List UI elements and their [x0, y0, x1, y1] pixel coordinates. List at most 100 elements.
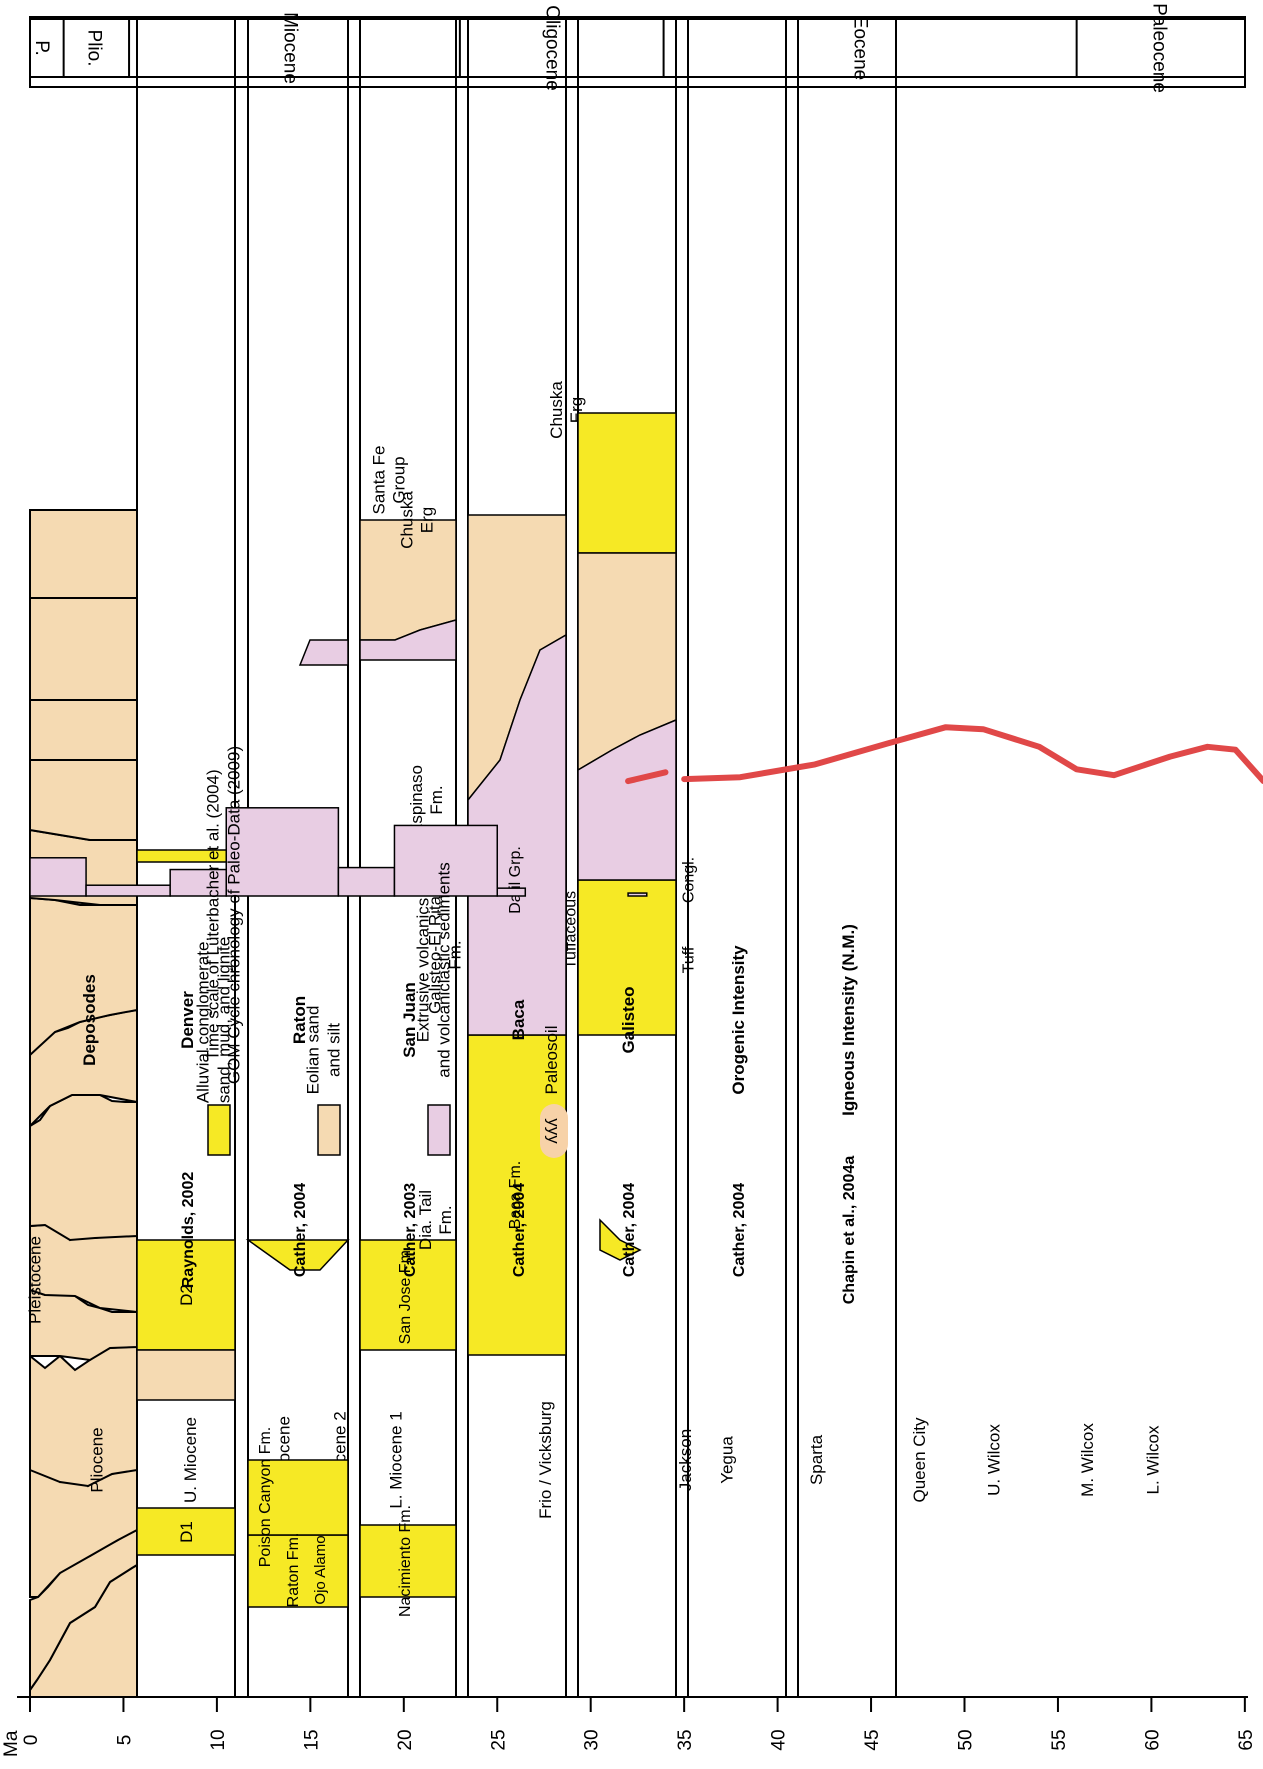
axis-tick-label: 0	[21, 1735, 42, 1746]
legend-alluvial-swatch	[207, 1104, 231, 1156]
baca-fm-unit	[467, 1034, 567, 1356]
legend-eolian-swatch	[317, 1104, 341, 1156]
deposode-label: Yegua	[717, 1436, 736, 1484]
santa-fe-label: Santa Fe Group	[369, 446, 408, 515]
datil-label: Datil Grp.	[507, 846, 524, 914]
diatail-line-0: Dia. Tail	[416, 1190, 435, 1250]
volcanic-tongue	[298, 639, 349, 666]
column-header: Baca	[509, 999, 528, 1040]
baca-chuska-label: Chuska Erg	[397, 491, 436, 549]
column-header: Galisteo	[619, 986, 638, 1053]
deposode-label: Jackson	[676, 1429, 695, 1491]
espinaso-line-1: Fm.	[427, 785, 446, 814]
igneous-bar	[393, 824, 498, 897]
legend-volcanic-text-line-0: Extrusive volcanics	[414, 898, 433, 1043]
column-sources: Raynolds, 2002 Cather, 2004 Cather, 2003 Ca…	[180, 1156, 858, 1305]
axis-tick-label: 60	[1142, 1729, 1163, 1750]
column-source: Cather, 2004	[511, 1183, 528, 1277]
column-header: Denver	[178, 991, 197, 1049]
sj-chuska-line-0: Chuska	[547, 381, 566, 439]
legend-eolian-text-line-1: and silt	[325, 1023, 344, 1077]
axis-tick-label: 30	[582, 1729, 603, 1750]
axis-tick-label: 15	[301, 1729, 322, 1750]
igneous-bar	[29, 857, 87, 897]
orogenic-curve	[625, 724, 1263, 785]
axis-tick-label: 20	[395, 1729, 416, 1750]
column-source: Cather, 2003	[402, 1183, 419, 1277]
column-source: Chapin et al., 2004a	[841, 1156, 858, 1305]
orogenic-curve-line	[681, 724, 1263, 785]
axis-tick-label: 45	[862, 1729, 883, 1750]
sanjuan-column: Nacimiento Fm. San Jose Fm. Chuska Erg	[359, 381, 586, 1617]
column-header: Raton	[290, 996, 309, 1044]
datil-unit	[467, 633, 567, 1036]
axis-tick-label: 40	[769, 1729, 790, 1750]
ojo-alamo-label: Ojo Alamo	[312, 1535, 329, 1604]
axis-tick-label: 5	[114, 1735, 135, 1746]
deposodes-cycles	[29, 509, 138, 1698]
orogenic-curve-segment	[625, 769, 669, 785]
deposodes-header: Deposodes	[80, 974, 99, 1066]
san-jose-unit	[359, 1239, 457, 1351]
column-header: Orogenic Intensity	[729, 945, 748, 1095]
paleosoil-unit	[136, 1349, 236, 1401]
legend: Alluvial conglomerate, sand, mud, and lig…	[194, 746, 568, 1158]
poison-canyon-label: Poison Canyon Fm.	[257, 1427, 274, 1568]
poison-canyon-unit	[247, 1459, 349, 1536]
axis-tick-label: 10	[208, 1729, 229, 1750]
epoch-band	[29, 16, 1246, 88]
deposode-label: M. Wilcox	[1078, 1423, 1097, 1497]
santa-fe-unit	[577, 412, 677, 554]
bc-chuska-line-0: Chuska	[397, 491, 416, 549]
diatail-label: Dia. Tail Fm.	[416, 1190, 455, 1250]
axis-tick-label: 25	[488, 1729, 509, 1750]
volcanic-unit	[359, 619, 457, 661]
epoch-labels: P. Plio. Miocene Oligocene Eocene Paleocene	[31, 3, 1170, 93]
diatail-line-1: Fm.	[436, 1205, 455, 1234]
axis-label: Ma	[1, 1730, 22, 1757]
deposode-label: Frio / Vicksburg	[536, 1401, 555, 1519]
column-source: Cather, 2004	[731, 1183, 748, 1277]
axis-tick-label: 35	[675, 1729, 696, 1750]
axis-tick-label: 50	[956, 1729, 977, 1750]
santafe-line-1: Group	[389, 456, 408, 503]
deposode-label: L. Miocene 1	[386, 1411, 405, 1508]
d2-label: D2	[177, 1284, 196, 1306]
igneous-bar	[225, 807, 340, 897]
epoch-label: P.	[31, 40, 52, 56]
legend-alluvial-text-line-1: sand, mud, and lignite	[215, 937, 234, 1103]
igneous-bar	[337, 866, 396, 897]
espinaso-line-0: Espinaso	[407, 765, 426, 835]
legend-timescale-line-1: GOM Cycle chronology of Paleo-Data (2009…	[225, 746, 244, 1084]
axis-tick-label: 65	[1236, 1729, 1257, 1750]
column-source: Cather, 2004	[292, 1183, 309, 1277]
diatail-unit	[599, 1218, 642, 1261]
column-header: Igneous Intensity (N.M.)	[839, 924, 858, 1116]
epoch-label: Miocene	[280, 12, 301, 84]
deposode-label: Sparta	[807, 1434, 826, 1485]
galisteo-fm-label: Galisteo-El Rita Fm.	[426, 895, 465, 1014]
galisteo-fm-line-0: Galisteo-El Rita	[426, 895, 445, 1014]
deposode-label: Queen City	[910, 1417, 929, 1503]
nacimiento-unit	[359, 1524, 457, 1598]
nacimiento-label: Nacimiento Fm.	[397, 1505, 414, 1617]
espinaso-label: Espinaso Fm.	[407, 765, 446, 835]
santafe-line-0: Santa Fe	[369, 446, 388, 515]
deposode-label: U. Wilcox	[985, 1424, 1004, 1496]
legend-paleosoil-symbol: ʎʎʎ	[542, 1118, 561, 1144]
legend-paleosoil-swatch	[540, 1104, 568, 1158]
raton-label: Raton Fm.	[285, 1533, 302, 1608]
san-jose-label: San Jose Fm.	[397, 1246, 414, 1345]
cc-line-1: Congl.	[681, 857, 698, 903]
deposode-label: Pliocene	[87, 1427, 106, 1492]
legend-volcanic-swatch	[427, 1104, 451, 1156]
column-source: Raynolds, 2002	[180, 1172, 197, 1289]
epoch-label: Oligocene	[541, 5, 562, 91]
deposode-label: L. Wilcox	[1143, 1425, 1162, 1494]
igneous-bar	[85, 884, 171, 897]
legend-alluvial-text-line-0: Alluvial conglomerate,	[194, 937, 213, 1103]
column-header: San Juan	[400, 982, 419, 1058]
legend-eolian-text-line-0: Eolian sand	[304, 1006, 323, 1095]
d1-label: D1	[177, 1521, 196, 1543]
